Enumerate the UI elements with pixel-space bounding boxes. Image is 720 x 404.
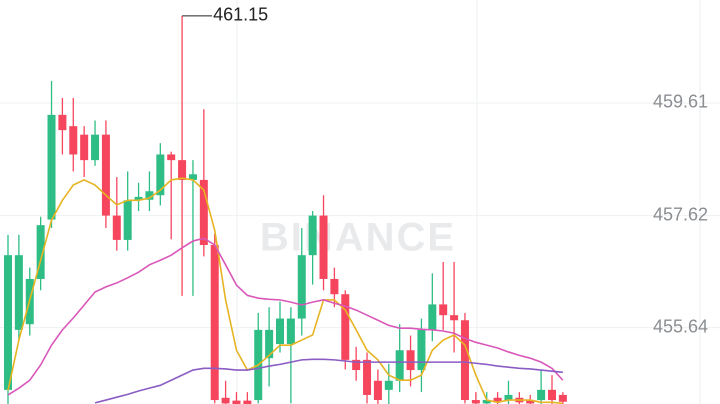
candle-body — [145, 191, 154, 200]
candle-body — [123, 200, 132, 240]
candle-body — [286, 318, 295, 345]
plot — [0, 15, 720, 404]
candle-body — [101, 134, 110, 216]
candle-body — [417, 329, 426, 371]
candle-body — [450, 315, 459, 321]
candle-body — [558, 394, 567, 402]
candle-body — [395, 350, 404, 381]
candle-body — [91, 134, 100, 161]
candle-body — [221, 397, 230, 404]
candle-body — [199, 179, 208, 246]
candle-body — [504, 394, 513, 401]
candle-body — [297, 255, 306, 319]
ma-line — [7, 237, 564, 396]
candle-body — [156, 154, 165, 196]
candle-body — [210, 245, 219, 401]
candle-body — [428, 304, 437, 330]
candle-body — [384, 380, 393, 390]
candle-body — [363, 359, 372, 395]
y-tick-label: 459.61 — [653, 92, 708, 112]
candle-body — [243, 400, 252, 404]
candle-body — [548, 389, 556, 401]
candle-body — [69, 126, 78, 155]
candle-body — [14, 255, 23, 330]
candle-body — [471, 400, 480, 404]
y-tick-label: 455.64 — [653, 316, 708, 336]
candle-body — [537, 389, 546, 401]
candle-body — [178, 160, 187, 180]
max-label: 461.15 — [213, 5, 268, 25]
ma-line — [7, 177, 563, 404]
candle-body — [265, 329, 274, 359]
candle-body — [58, 114, 67, 131]
candle-body — [319, 215, 328, 279]
candle-body — [341, 294, 350, 360]
candle-body — [4, 255, 12, 390]
y-tick-label: 457.62 — [653, 204, 708, 224]
candle-body — [134, 196, 143, 200]
vertical-grid — [236, 0, 701, 404]
candle-body — [188, 174, 197, 180]
candle-body — [352, 359, 361, 371]
candle-body — [482, 400, 491, 404]
candle-body — [406, 350, 415, 371]
candle-body — [232, 400, 241, 404]
candle-body — [373, 380, 382, 401]
candle-body — [526, 400, 535, 404]
watermark: BINANCE — [260, 216, 456, 260]
ma-line — [94, 358, 563, 404]
candle-body — [47, 114, 56, 220]
candle-body — [80, 134, 89, 161]
candle-body — [330, 278, 339, 295]
candle-body — [439, 304, 448, 316]
candle-body — [493, 397, 502, 403]
candle-body — [112, 215, 121, 240]
candle-body — [167, 154, 176, 161]
candle-body — [308, 215, 317, 256]
candle-body — [36, 225, 45, 279]
candle-body — [276, 318, 284, 345]
candle-body — [460, 320, 469, 401]
